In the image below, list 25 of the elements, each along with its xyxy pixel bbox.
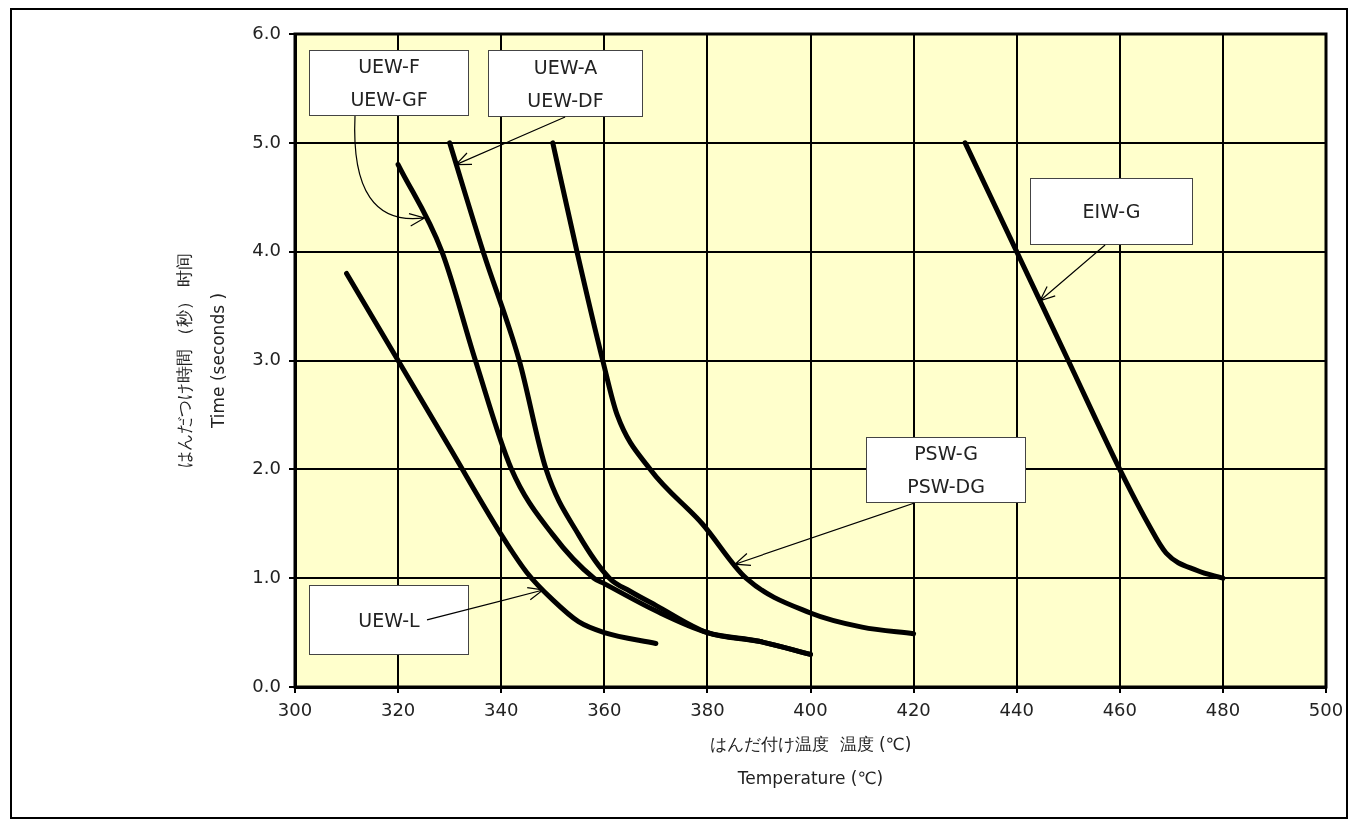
x-tick-label: 300 bbox=[277, 699, 313, 721]
x-tick-label: 460 bbox=[1102, 699, 1137, 721]
x-tick-label: 420 bbox=[896, 699, 931, 721]
annotation: UEW-L bbox=[357, 609, 421, 632]
x-tick-label: 440 bbox=[999, 699, 1034, 721]
x-tick-label: 340 bbox=[484, 699, 519, 721]
y-tick-label: 6.0 bbox=[252, 21, 281, 43]
y-tick-label: 1.0 bbox=[252, 565, 281, 587]
x-tick-label: 480 bbox=[1205, 699, 1241, 721]
y-tick-label: 0.0 bbox=[252, 674, 281, 696]
x-tick-label: 360 bbox=[587, 699, 622, 721]
x-tick-label: 320 bbox=[380, 699, 416, 721]
x-axis-title: はんだ付け温度 温度 (℃) Temperature (℃) bbox=[709, 734, 912, 789]
y-tick-label: 3.0 bbox=[252, 348, 281, 370]
annotation: UEW-A UEW-DF bbox=[526, 55, 605, 112]
y-tick-label: 4.0 bbox=[252, 239, 281, 261]
y-tick-label: 2.0 bbox=[252, 457, 281, 479]
annotation: UEW-F UEW-GF bbox=[349, 55, 429, 111]
x-tick-label: 380 bbox=[690, 699, 725, 721]
annotation: EIW-G bbox=[1081, 200, 1142, 223]
x-tick-label: 500 bbox=[1308, 699, 1344, 721]
y-tick-label: 5.0 bbox=[252, 130, 281, 152]
y-axis-title: はんだつけ時間 （秒） 时间 Time (seconds ) bbox=[174, 253, 229, 468]
annotation: PSW-G PSW-DG bbox=[906, 442, 986, 498]
x-tick-label: 400 bbox=[793, 699, 828, 721]
